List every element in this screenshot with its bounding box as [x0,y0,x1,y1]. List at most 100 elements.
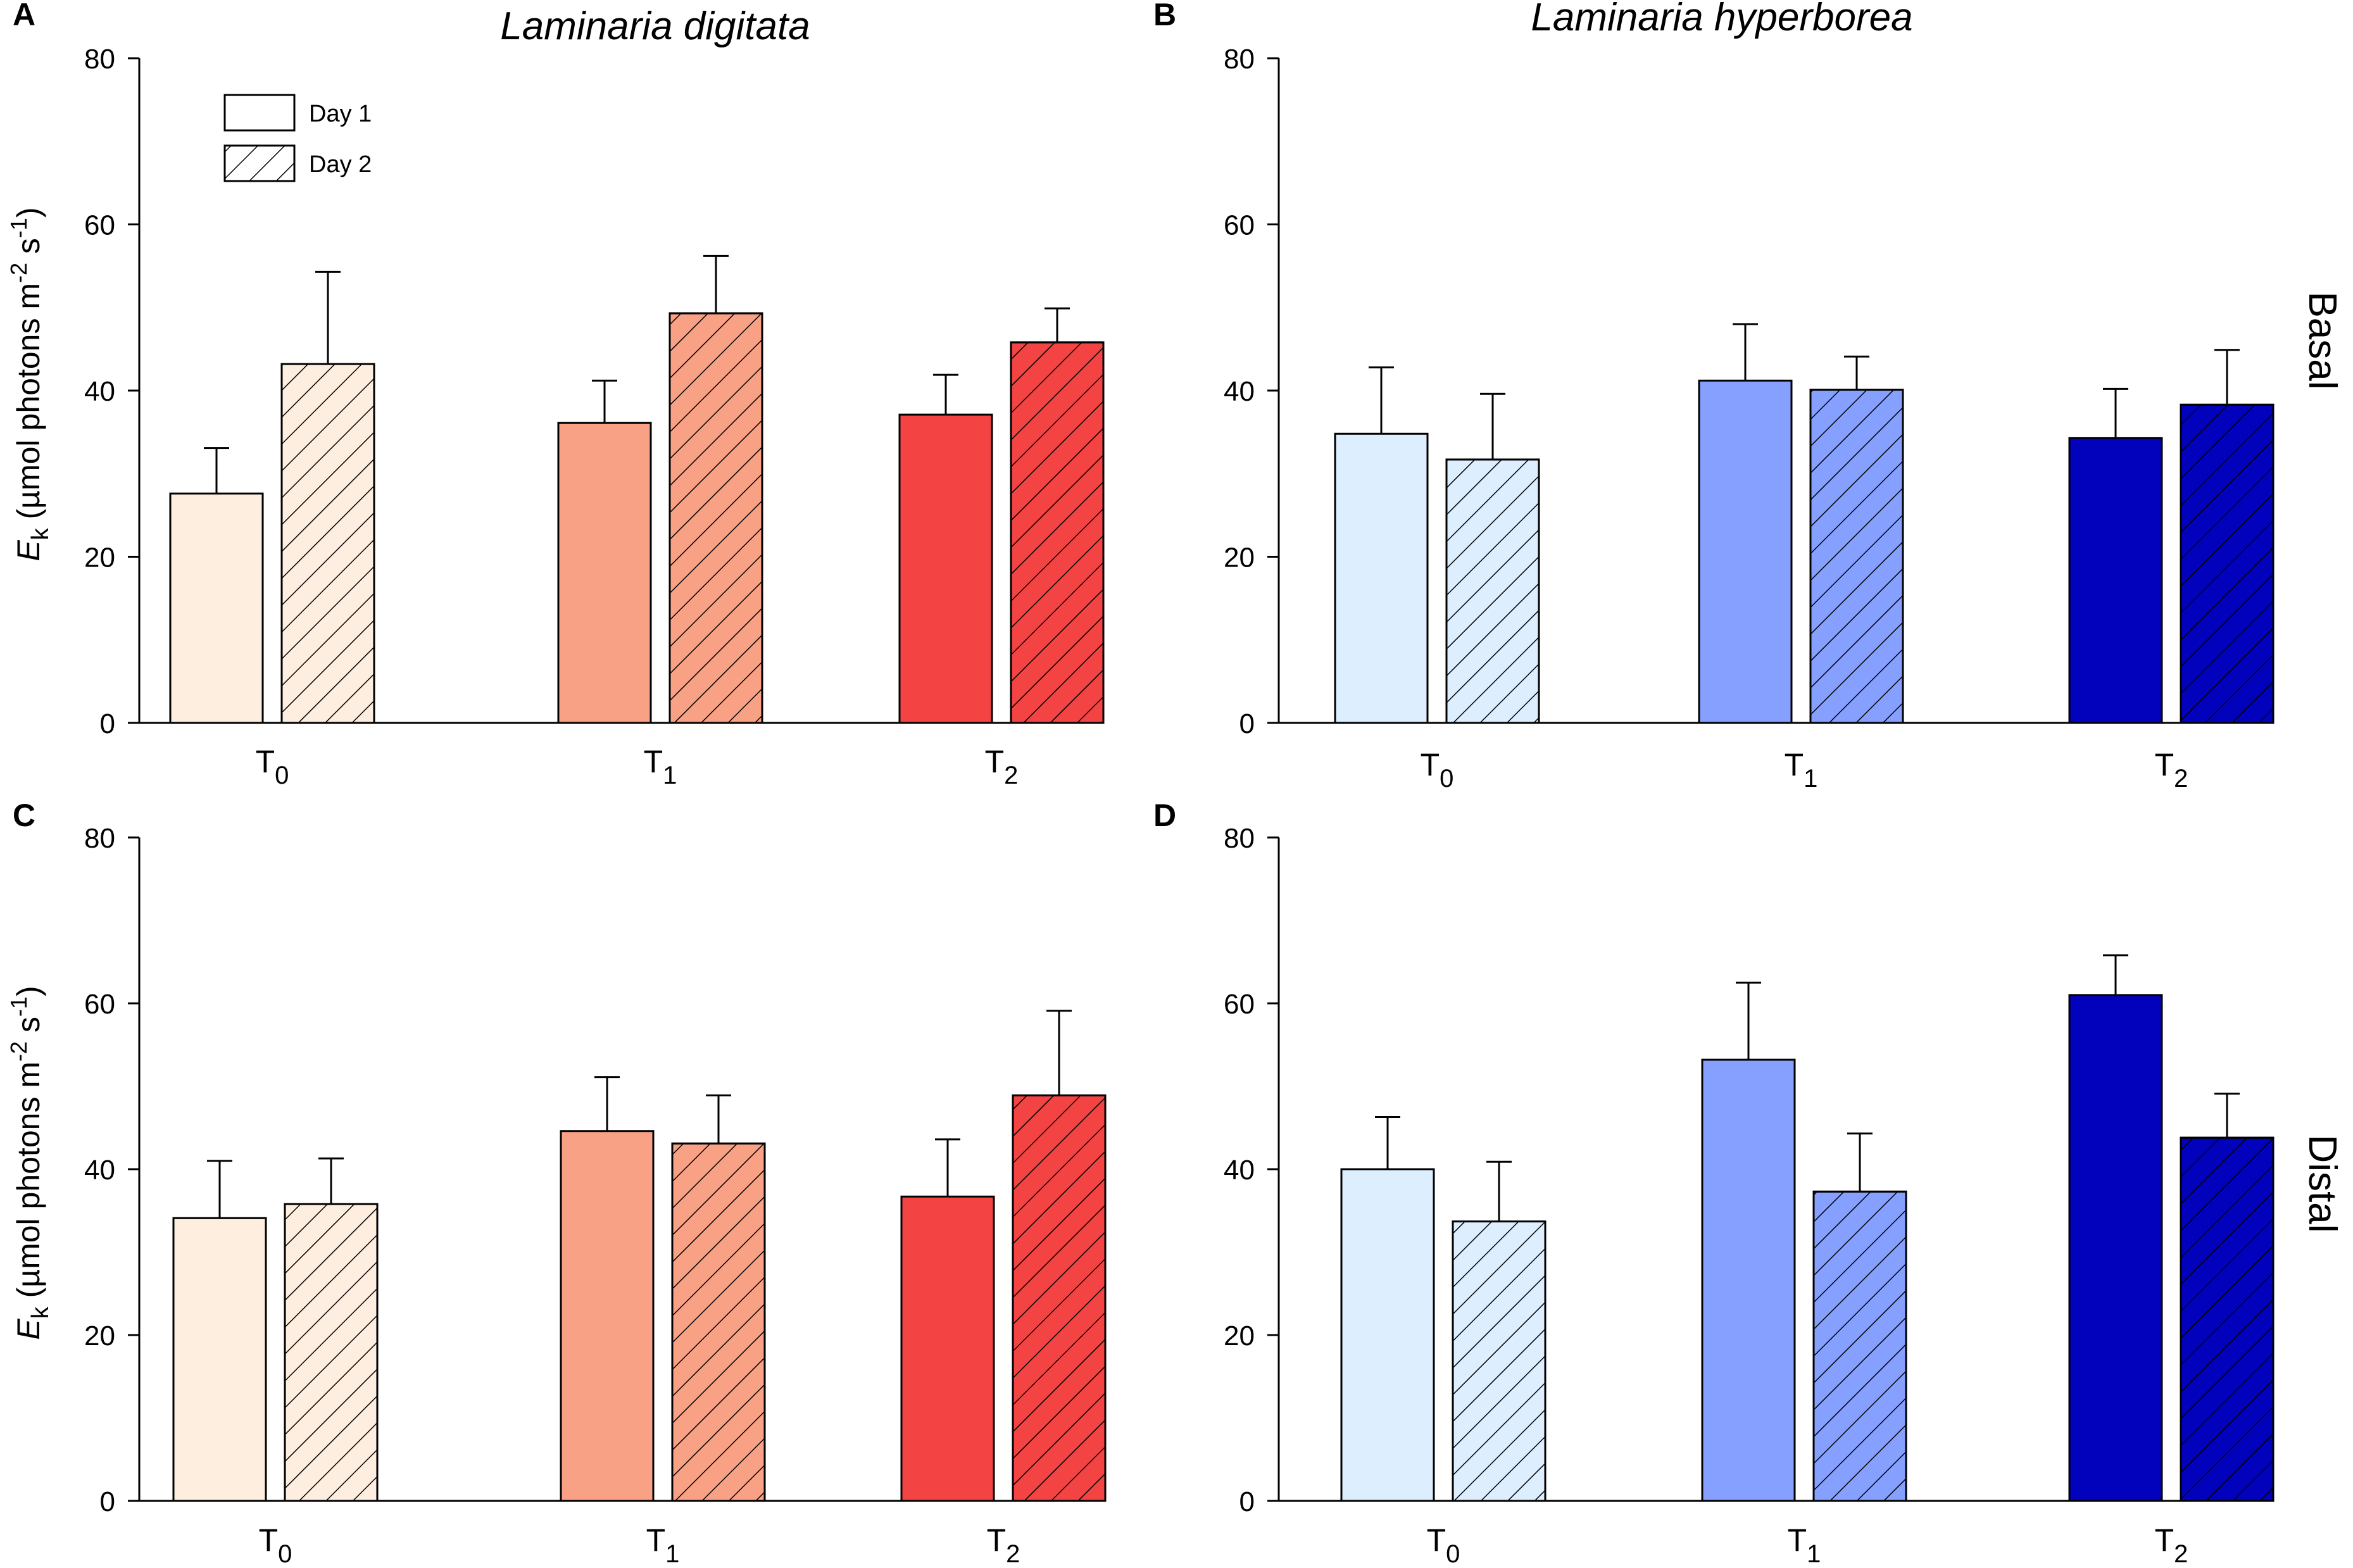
x-tick-label: T0 [256,744,289,789]
y-axis-label: Ek (µmol photons m-2 s-1) [6,986,54,1339]
x-tick-label: T1 [646,1522,680,1568]
bar-day1 [172,1217,267,1502]
bar-day1 [1340,1168,1435,1502]
y-tick-label: 40 [1224,1155,1255,1186]
y-tick-label: 80 [84,823,115,854]
bar-day1 [2068,994,2163,1502]
y-label-exp2: -1 [6,996,32,1017]
x-tick-label-base: T [987,1522,1007,1558]
x-tick-label-base: T [2155,1522,2174,1558]
legend-swatch-hatch [223,144,296,182]
y-axis-label: Ek (µmol photons m-2 s-1) [6,207,54,561]
y-label-exp2: -1 [6,218,32,238]
x-tick-label-sub: 1 [665,1540,679,1568]
x-tick-label-base: T [644,744,663,779]
y-tick-label: 20 [1224,543,1255,574]
x-tick-label: T1 [1788,1522,1821,1568]
x-tick-label: T0 [1421,747,1454,793]
bar-hatch-overlay [2180,1136,2275,1502]
y-tick-label: 60 [84,989,115,1020]
bar-day1 [169,492,264,724]
legend-label: Day 1 [309,101,372,127]
bar-hatch-overlay [1452,1220,1547,1502]
y-label-exp1: -2 [6,263,32,283]
y-label-mid: s [11,238,46,263]
x-tick-label-base: T [256,744,275,779]
panel-label: D [1153,798,1176,833]
panel-label: A [13,0,35,32]
y-tick-label: 60 [1224,989,1255,1020]
bar-day1 [2068,437,2163,724]
y-label-text: (µmol photons m [11,1062,46,1307]
legend-label: Day 2 [309,151,372,178]
y-label-text: (µmol photons m [11,283,46,528]
y-tick-label: 0 [1239,1486,1255,1517]
x-tick-label-sub: 0 [278,1540,292,1568]
x-tick-label-sub: 0 [1440,765,1453,793]
x-tick-label-base: T [1421,747,1440,782]
x-tick-label: T2 [2155,747,2188,793]
bar-hatch-overlay [1010,341,1105,724]
y-tick-label: 60 [84,210,115,241]
y-tick-label: 40 [84,376,115,407]
x-tick-label-base: T [1788,1522,1807,1558]
x-tick-label-sub: 2 [1006,1540,1020,1568]
x-tick-label: T1 [1785,747,1818,793]
x-tick-label-sub: 2 [1004,762,1018,789]
x-tick-label-sub: 2 [2174,1540,2188,1568]
bar-day1 [898,413,993,724]
bar-hatch-overlay [284,1203,379,1502]
bar-day1 [1698,379,1793,724]
x-tick-label-sub: 0 [1446,1540,1460,1568]
y-tick-label: 80 [1224,823,1255,854]
bar-day1 [1701,1058,1796,1502]
bar-hatch-overlay [1445,458,1540,724]
y-label-symbol: E [11,1319,46,1340]
y-tick-label: 40 [1224,376,1255,407]
y-tick-label: 0 [100,1486,115,1517]
x-tick-label-sub: 1 [1807,1540,1821,1568]
bar-hatch-overlay [671,1142,766,1502]
x-tick-label-sub: 1 [663,762,677,789]
y-label-close: ) [11,986,46,996]
x-tick-label-sub: 0 [275,762,289,789]
x-tick-label: T0 [259,1522,292,1568]
y-label-subscript: k [27,527,54,540]
panel-title: Laminaria digitata [500,4,810,48]
y-label-symbol: E [11,540,46,561]
x-tick-label-sub: 2 [2174,765,2188,793]
x-tick-label-sub: 1 [1804,765,1817,793]
bar-day1 [560,1130,655,1502]
x-tick-label-base: T [646,1522,666,1558]
x-tick-label: T0 [1427,1522,1460,1568]
x-tick-label: T2 [987,1522,1020,1568]
y-tick-label: 20 [1224,1320,1255,1352]
x-tick-label: T2 [2155,1522,2188,1568]
x-tick-label-base: T [2155,747,2174,782]
x-tick-label-base: T [985,744,1005,779]
panel-label: B [1153,0,1176,32]
bar-day1 [1334,432,1429,724]
y-label-exp1: -2 [6,1041,32,1062]
bar-hatch-overlay [280,363,375,724]
y-tick-label: 20 [84,543,115,574]
bar-hatch-overlay [2180,403,2275,724]
bar-hatch-overlay [1809,389,1904,724]
legend-swatch-1 [223,94,296,132]
row-label-basal: Basal [2300,291,2344,389]
y-tick-label: 60 [1224,210,1255,241]
bar-hatch-overlay [1812,1190,1907,1502]
x-tick-label: T2 [985,744,1019,789]
y-tick-label: 20 [84,1320,115,1352]
y-tick-label: 0 [1239,708,1255,739]
y-label-mid: s [11,1017,46,1041]
panel-label: C [13,798,35,833]
x-tick-label-base: T [1785,747,1804,782]
x-tick-label-base: T [1427,1522,1446,1558]
